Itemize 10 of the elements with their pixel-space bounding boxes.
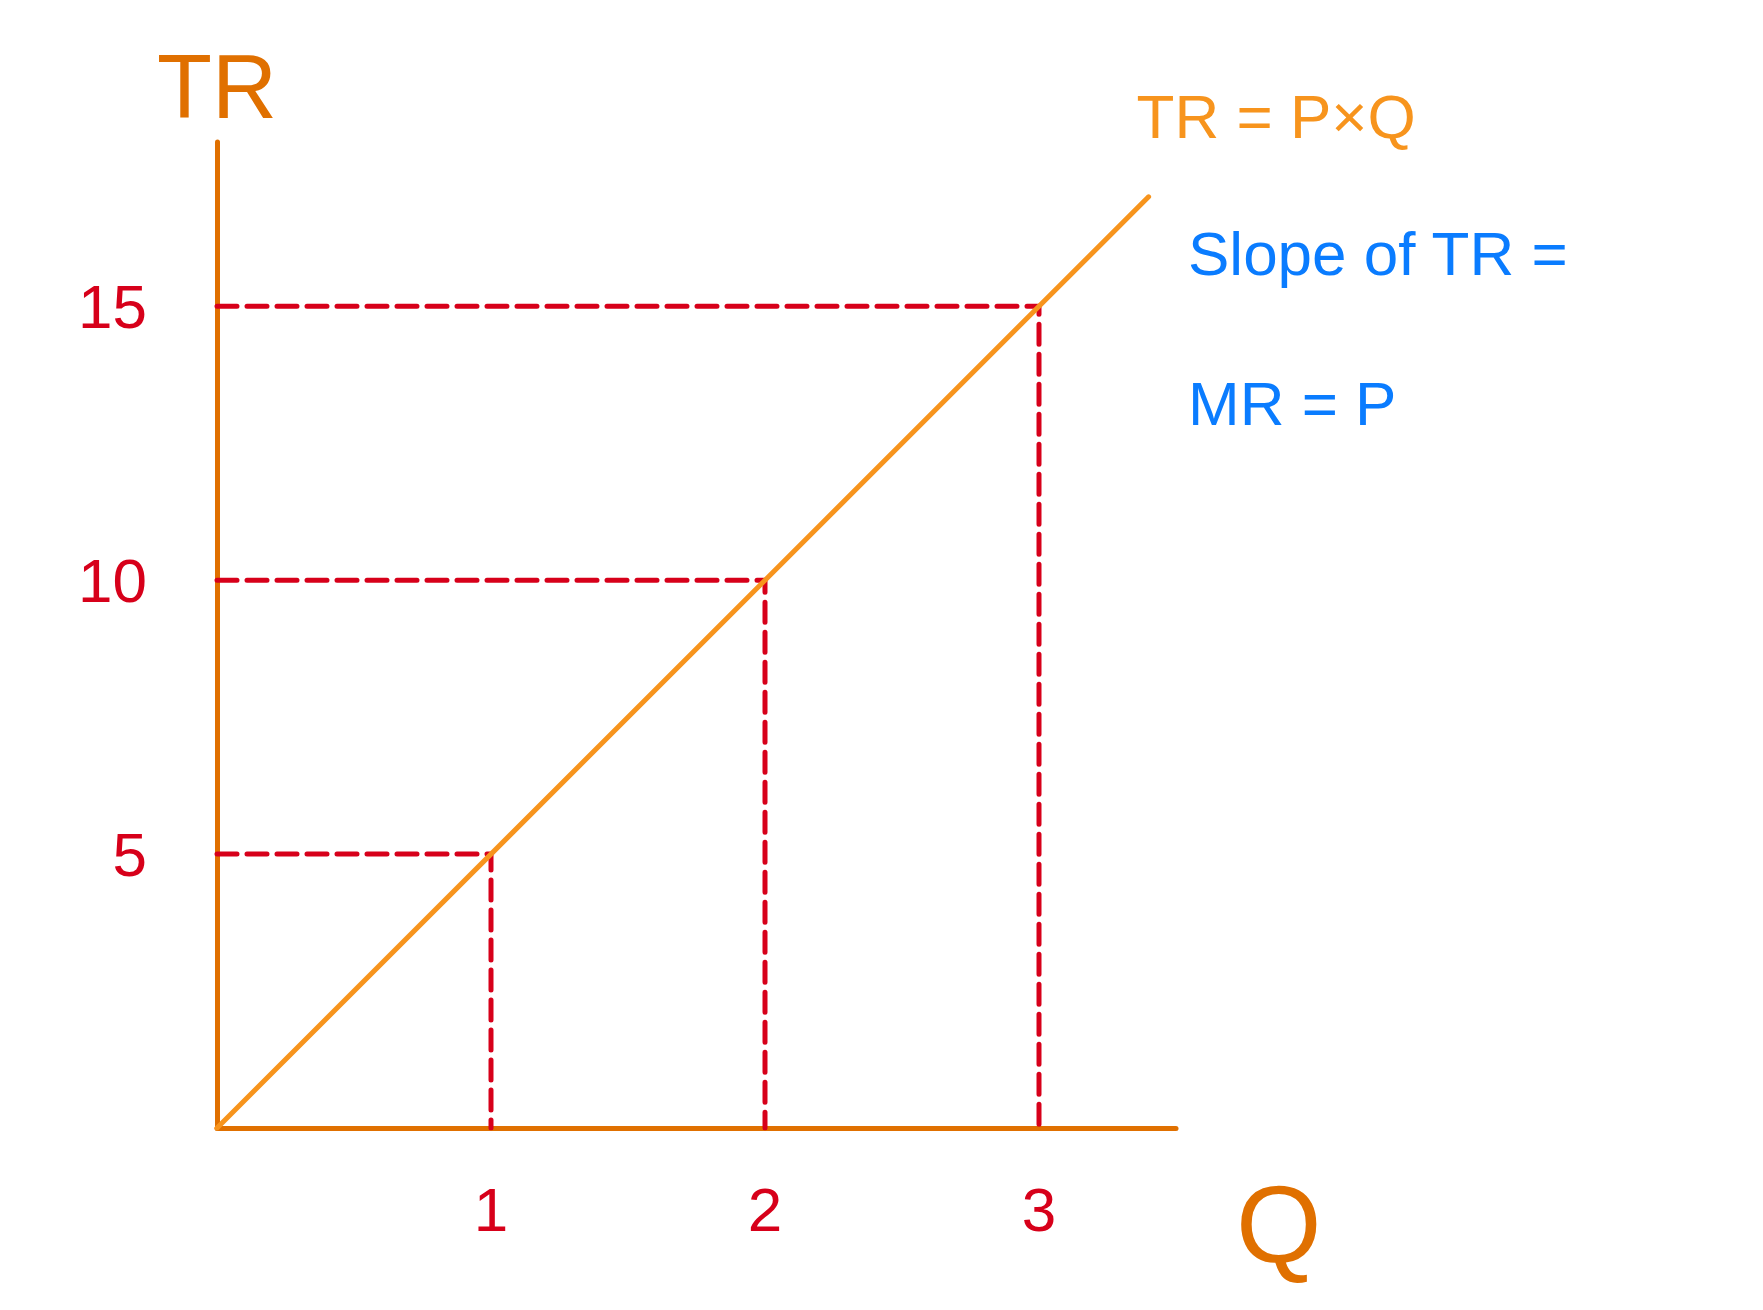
y-tick-label: 15	[78, 271, 147, 341]
y-axis-title: TR	[157, 37, 277, 137]
y-tick-label: 10	[78, 545, 147, 615]
y-tick-label: 5	[112, 819, 147, 889]
x-tick-label: 2	[747, 1174, 783, 1244]
x-tick-label: 1	[473, 1174, 509, 1244]
series-label: TR = P×Q	[1136, 82, 1416, 152]
x-tick-label: 3	[1021, 1174, 1057, 1244]
text: Slope of TR = MR = P	[1188, 218, 1568, 438]
x-axis-title: Q	[1236, 1161, 1322, 1285]
